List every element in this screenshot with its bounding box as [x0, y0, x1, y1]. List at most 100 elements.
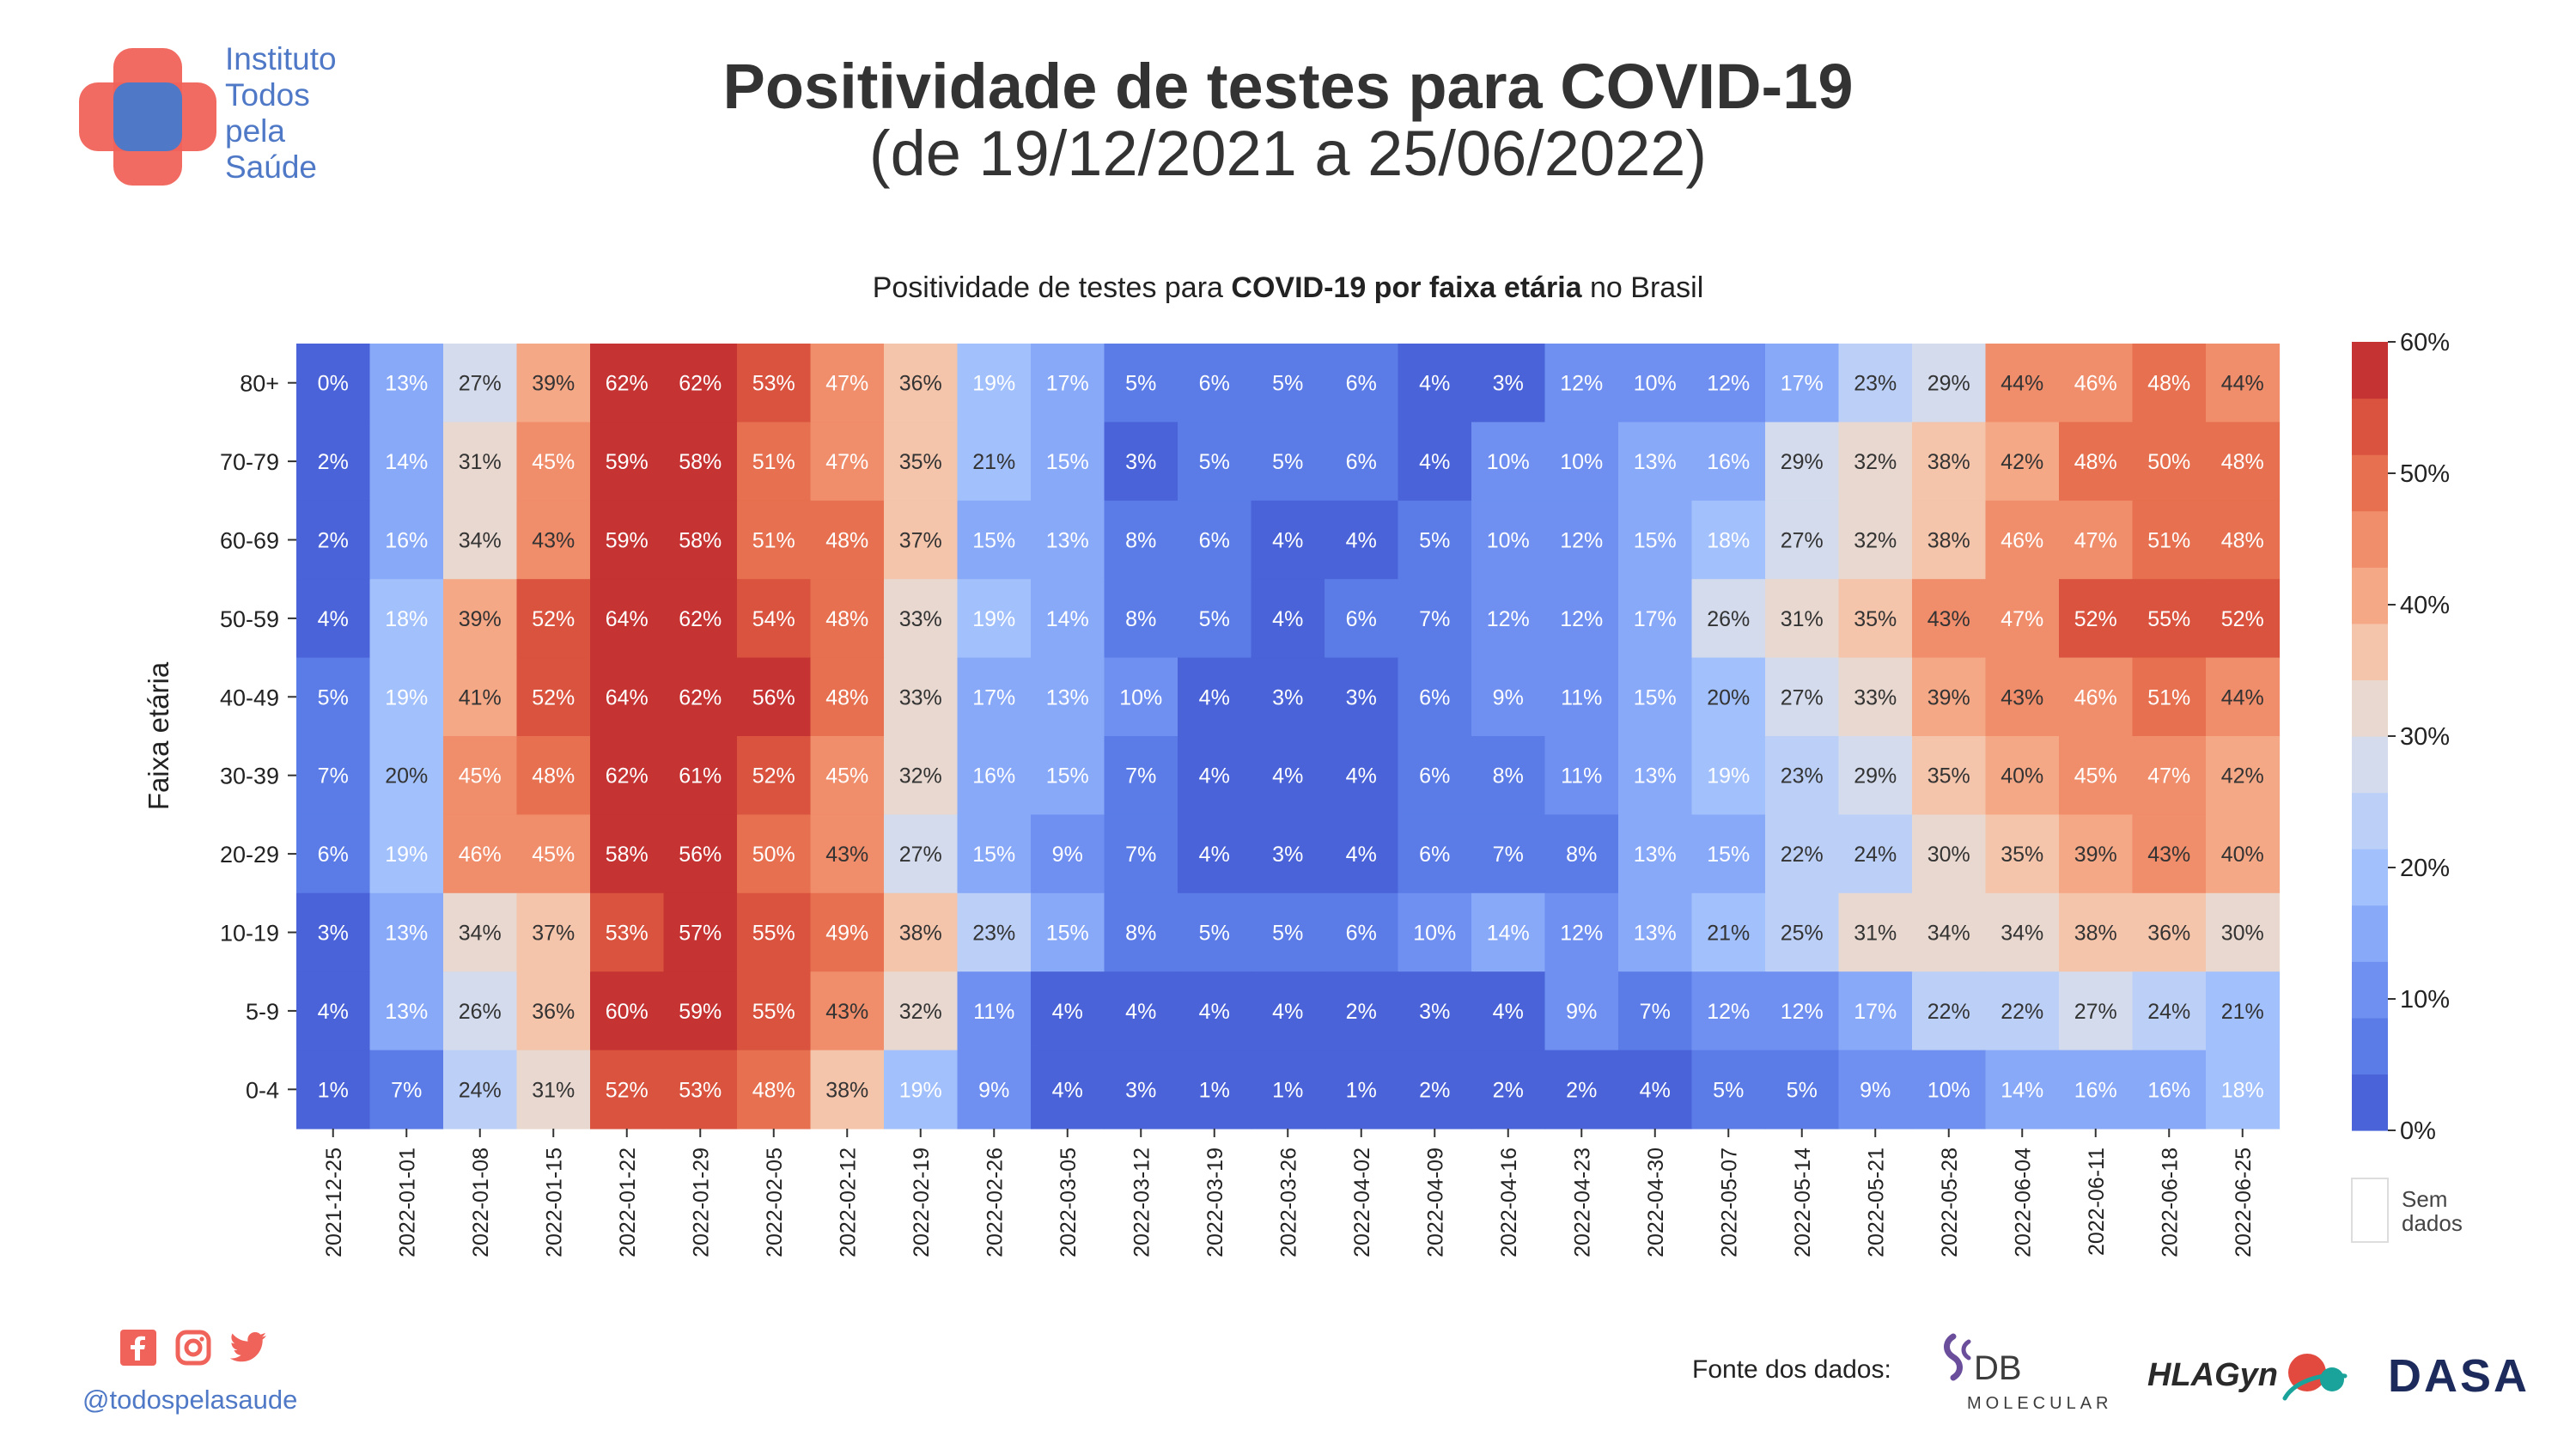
cell-label: 48% [532, 764, 575, 788]
heatmap-cell [2132, 657, 2207, 737]
heatmap-cell [1398, 892, 1472, 972]
heatmap-cell [2132, 579, 2207, 659]
heatmap-cell [2132, 892, 2207, 972]
heatmap-cell [1104, 814, 1178, 894]
cell-label: 32% [899, 1000, 942, 1024]
heatmap-cell [2132, 1050, 2207, 1129]
cell-label: 2% [1566, 1078, 1597, 1102]
heatmap-cell [810, 814, 885, 894]
cell-label: 31% [1854, 922, 1897, 946]
cell-label: 48% [2147, 372, 2190, 396]
cell-label: 52% [532, 607, 575, 631]
cell-label: 58% [606, 843, 649, 867]
heatmap-cell [957, 814, 1032, 894]
heatmap-cell [957, 500, 1032, 580]
cell-label: 6% [1346, 922, 1377, 946]
page-title: Positividade de testes para COVID-19 [722, 51, 1854, 122]
cell-label: 52% [2221, 607, 2264, 631]
heatmap-cell [737, 971, 812, 1051]
cell-label: 7% [318, 764, 349, 788]
cell-label: 25% [1781, 922, 1824, 946]
cell-label: 33% [899, 607, 942, 631]
cell-label: 7% [1125, 764, 1156, 788]
chart-subtitle-bold: COVID-19 por faixa etária [1231, 271, 1582, 304]
cell-label: 1% [1346, 1078, 1377, 1102]
heatmap-cell [369, 892, 444, 972]
heatmap-cell [516, 736, 591, 815]
cell-label: 4% [1272, 1000, 1303, 1024]
heatmap-cell [957, 971, 1032, 1051]
instagram-icon[interactable] [175, 1330, 211, 1366]
colorbar-segment [2352, 849, 2388, 906]
cell-label: 21% [2221, 1000, 2264, 1024]
y-tick-label: 20-29 [220, 842, 279, 868]
heatmap-cell [1325, 892, 1399, 972]
chart-subtitle: Positividade de testes para COVID-19 por… [0, 271, 2576, 305]
cell-label: 46% [2074, 372, 2117, 396]
cell-label: 6% [1419, 685, 1450, 709]
heatmap-cell [1398, 1050, 1472, 1129]
social-handle[interactable]: @todospelasaude [82, 1385, 298, 1415]
heatmap-cell [1985, 892, 2060, 972]
heatmap-cell [1178, 971, 1252, 1051]
heatmap-cell [1544, 971, 1619, 1051]
cell-label: 27% [1781, 685, 1824, 709]
cell-label: 4% [1199, 685, 1230, 709]
x-tick-label: 2022-02-12 [836, 1148, 860, 1257]
cell-label: 38% [825, 1078, 868, 1102]
cell-label: 58% [679, 529, 722, 553]
y-tick-label: 50-59 [220, 606, 279, 632]
cell-label: 61% [679, 764, 722, 788]
heatmap-cell [590, 344, 665, 423]
cell-label: 4% [1346, 764, 1377, 788]
heatmap-cell [2059, 344, 2134, 423]
cell-label: 59% [679, 1000, 722, 1024]
dasa-logo: DASA [2388, 1350, 2527, 1402]
cell-label: 9% [978, 1078, 1009, 1102]
colorbar-segment [2352, 961, 2388, 1019]
cell-label: 4% [1640, 1078, 1671, 1102]
cell-label: 34% [2001, 922, 2043, 946]
cell-label: 10% [1413, 922, 1456, 946]
colorbar-tick-label: 40% [2400, 592, 2450, 619]
cell-label: 4% [1272, 764, 1303, 788]
cell-label: 3% [1272, 843, 1303, 867]
heatmap-cell [884, 736, 959, 815]
cell-label: 17% [1781, 372, 1824, 396]
x-tick-label: 2022-05-14 [1791, 1148, 1815, 1257]
cell-label: 39% [459, 607, 502, 631]
cell-label: 32% [1854, 529, 1897, 553]
heatmap-cell [296, 1050, 371, 1129]
heatmap-cell [1838, 814, 1913, 894]
heatmap-cell [1618, 971, 1693, 1051]
facebook-icon[interactable] [120, 1330, 156, 1366]
twitter-icon[interactable] [228, 1330, 268, 1366]
cell-label: 55% [2147, 607, 2190, 631]
heatmap-cell [1838, 1050, 1913, 1129]
heatmap-cell [1251, 736, 1325, 815]
cell-label: 41% [459, 685, 502, 709]
heatmap-cell [443, 657, 518, 737]
heatmap-cell [1178, 892, 1252, 972]
cell-label: 32% [899, 764, 942, 788]
colorbar-tick-label: 20% [2400, 855, 2450, 882]
heatmap-cell [2059, 1050, 2134, 1129]
heatmap-cell [443, 736, 518, 815]
heatmap-cell [1251, 971, 1325, 1051]
cell-label: 4% [1052, 1078, 1083, 1102]
heatmap-cell [1544, 344, 1619, 423]
cell-label: 43% [2147, 843, 2190, 867]
heatmap-cell [1325, 657, 1399, 737]
cell-label: 39% [1927, 685, 1970, 709]
cell-label: 4% [1346, 843, 1377, 867]
cell-label: 43% [2001, 685, 2043, 709]
cell-label: 38% [2074, 922, 2117, 946]
y-tick-label: 5-9 [246, 999, 279, 1025]
heatmap-cell [1325, 500, 1399, 580]
heatmap-cell [1398, 971, 1472, 1051]
cell-label: 4% [1493, 1000, 1524, 1024]
colorbar-tick-label: 60% [2400, 329, 2450, 356]
cell-label: 37% [899, 529, 942, 553]
source-label: Fonte dos dados: [1692, 1355, 1891, 1384]
cell-label: 34% [459, 922, 502, 946]
